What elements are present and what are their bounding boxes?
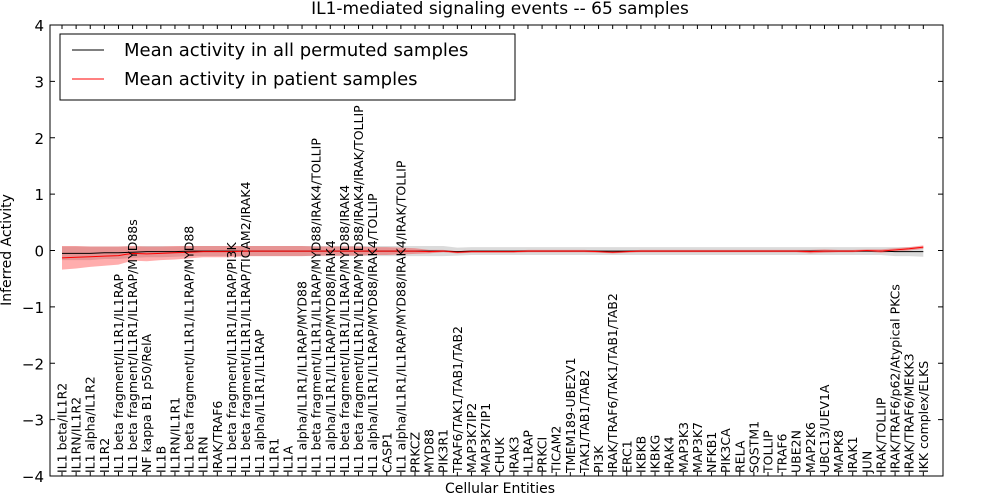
x-tick-label: TAK1/TAB1/TAB2 bbox=[577, 370, 592, 474]
x-tick-label: CASP1 bbox=[379, 432, 394, 473]
series-lines bbox=[61, 246, 924, 259]
legend-box bbox=[59, 33, 516, 101]
x-tick-label: TMEM189-UBE2V1 bbox=[563, 357, 578, 474]
y-axis-label: Inferred Activity bbox=[0, 194, 15, 306]
x-tick-label: IRAK/TRAF6/MEKK3 bbox=[902, 353, 917, 473]
x-tick-label: IRAK/TRAF6/TAK1/TAB1/TAB2 bbox=[605, 293, 620, 473]
x-tick-label: IKBKG bbox=[648, 435, 663, 473]
x-tick-label: TRAF6 bbox=[775, 433, 790, 474]
x-tick-label: IL1B bbox=[153, 446, 168, 473]
x-tick-label: IKBKB bbox=[633, 436, 648, 473]
x-tick-label: IL1RAP bbox=[520, 430, 535, 473]
x-tick-label: IRAK1 bbox=[845, 436, 860, 473]
x-tick-label: JUN bbox=[859, 451, 874, 474]
y-tick-label: −2 bbox=[22, 355, 44, 373]
x-tick-label: TOLLIP bbox=[761, 430, 776, 474]
x-tick-label: PIK3R1 bbox=[436, 429, 451, 473]
x-tick-label: MAP3K7IP2 bbox=[464, 403, 479, 473]
x-tick-label: IL1 beta fragment/IL1R1/IL1RAP bbox=[111, 273, 126, 473]
x-tick-label: IL1 alpha/IL1R1/IL1RAP/MYD88/IRAK4/IRAK/… bbox=[393, 160, 408, 473]
chart-title: IL1-mediated signaling events -- 65 samp… bbox=[311, 0, 689, 19]
y-tick-label: −4 bbox=[22, 468, 44, 486]
y-axis: −4 −3 −2 −1 0 1 2 3 4 bbox=[22, 17, 943, 486]
x-tick-label: IL1 beta fragment/IL1R1/IL1RAP/MYD88/IRA… bbox=[309, 138, 324, 473]
x-tick-label: ERC1 bbox=[619, 440, 634, 473]
x-tick-label: IL1 beta fragment/IL1R1/IL1RAP/PI3K bbox=[224, 242, 239, 473]
x-tick-label: IL1 alpha/IL1R2 bbox=[83, 376, 98, 473]
x-tick-label: IL1 beta fragment/IL1R1/IL1RAP/MYD88/IRA… bbox=[351, 105, 366, 473]
x-tick-label: NF kappa B1 p50/RelA bbox=[139, 333, 154, 473]
x-tick-label: IL1 beta fragment/IL1R1/IL1RAP/TICAM2/IR… bbox=[238, 182, 253, 473]
x-tick-label: IL1 beta fragment/IL1R1/IL1RAP/MYD88s bbox=[125, 219, 140, 473]
x-tick-label: MAPK8 bbox=[831, 430, 846, 473]
x-axis: IL1 beta/IL1R2 IL1RN/IL1R2 IL1 alpha/IL1R2… bbox=[55, 25, 931, 476]
y-tick-label: −3 bbox=[22, 412, 44, 430]
x-tick-label: PRKCZ bbox=[408, 432, 423, 473]
x-axis-label: Cellular Entities bbox=[445, 481, 555, 497]
x-tick-label: IL1RN bbox=[196, 436, 211, 473]
x-tick-label: RELA bbox=[732, 440, 747, 473]
legend-label-permuted: Mean activity in all permuted samples bbox=[124, 40, 468, 61]
x-tick-label: IL1 beta fragment/IL1R1/IL1RAP/MYD88/IRA… bbox=[337, 185, 352, 473]
x-tick-label: PRKCI bbox=[535, 437, 550, 473]
x-tick-label: MAP2K6 bbox=[803, 422, 818, 473]
x-tick-label: MAP3K3 bbox=[676, 422, 691, 473]
x-tick-label: TRAF6/TAK1/TAB1/TAB2 bbox=[450, 326, 465, 474]
y-tick-label: 3 bbox=[34, 73, 44, 91]
band-permuted bbox=[62, 245, 924, 261]
x-tick-label: IL1 alpha/IL1R1/IL1RAP/MYD88 bbox=[295, 281, 310, 473]
legend: Mean activity in all permuted samples Me… bbox=[59, 33, 516, 101]
x-tick-label: IL1A bbox=[280, 445, 295, 473]
x-tick-label: IRAK3 bbox=[506, 436, 521, 473]
x-tick-label: UBC13/UEV1A bbox=[817, 384, 832, 473]
y-tick-label: 4 bbox=[34, 17, 44, 35]
x-tick-label: NFKB1 bbox=[704, 432, 719, 473]
x-tick-label: TICAM2 bbox=[549, 426, 564, 474]
x-tick-label: IRAK/TRAF6 bbox=[210, 401, 225, 473]
x-tick-label: MAP3K7IP1 bbox=[478, 403, 493, 473]
x-tick-label: IL1 beta fragment/IL1R1/IL1RAP/MYD88 bbox=[182, 226, 197, 473]
x-tick-label: IKK complex/ELKS bbox=[916, 361, 931, 473]
x-tick-label: IL1RN/IL1R1 bbox=[167, 397, 182, 473]
x-tick-label: IRAK4 bbox=[662, 436, 677, 473]
x-tick-label: CHUK bbox=[492, 437, 507, 473]
x-tick-label: IL1 alpha/IL1R1/IL1RAP bbox=[252, 329, 267, 473]
x-tick-label: IL1R2 bbox=[97, 438, 112, 473]
x-tick-label: UBE2N bbox=[789, 430, 804, 473]
y-tick-label: 0 bbox=[34, 243, 44, 261]
x-tick-label: MAP3K7 bbox=[690, 422, 705, 473]
x-tick-label: IL1R1 bbox=[266, 438, 281, 473]
y-tick-label: 2 bbox=[34, 130, 44, 148]
x-tick-label: PIK3CA bbox=[718, 428, 733, 473]
x-tick-label: IL1 beta/IL1R2 bbox=[55, 383, 70, 473]
y-tick-label: 1 bbox=[34, 186, 44, 204]
x-tick-label: MYD88 bbox=[422, 429, 437, 473]
x-tick-label: SQSTM1 bbox=[746, 421, 761, 473]
line-patient bbox=[61, 246, 924, 259]
x-tick-label: IL1 alpha/IL1R1/IL1RAP/MYD88/IRAK4 bbox=[323, 240, 338, 473]
legend-label-patient: Mean activity in patient samples bbox=[124, 69, 418, 90]
y-tick-label: −1 bbox=[22, 299, 44, 317]
x-tick-label: IRAK/TOLLIP bbox=[873, 397, 888, 473]
x-tick-label: IL1RN/IL1R2 bbox=[69, 397, 84, 473]
x-tick-label: IL1 alpha/IL1R1/IL1RAP/MYD88/IRAK4/TOLLI… bbox=[365, 193, 380, 473]
x-tick-label: IRAK/TRAF6/p62/Atypical PKCs bbox=[888, 284, 903, 473]
x-tick-label: PI3K bbox=[591, 445, 606, 473]
